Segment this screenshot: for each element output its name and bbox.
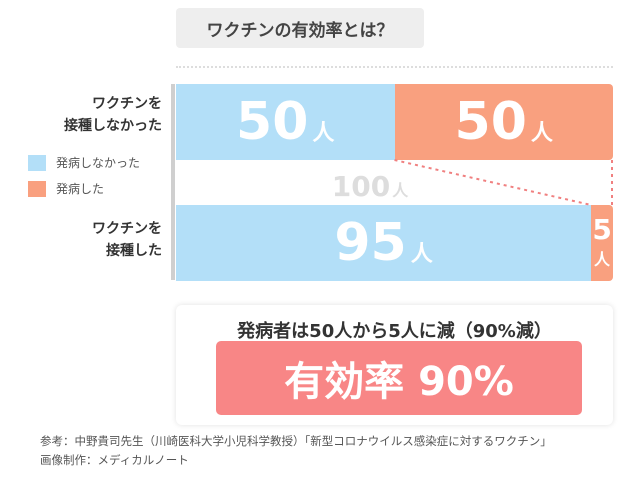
- bar-unit-label: 人: [530, 121, 553, 146]
- bar-value-unvaccinated-sick: 50: [454, 92, 527, 152]
- chart-title: ワクチンの有効率とは？: [176, 8, 424, 48]
- result-panel: 発病者は50人から5人に減（90%減） 有効率 90%: [176, 305, 613, 425]
- legend-swatch-not-sick: [28, 154, 46, 171]
- total-unit: 人: [392, 181, 409, 200]
- bar-unvaccinated-not-sick: 50 人: [176, 84, 395, 160]
- row-label-unvaccinated-line1: ワクチンを: [92, 96, 162, 112]
- total-value: 100: [331, 170, 391, 203]
- legend-label-not-sick: 発病しなかった: [56, 156, 141, 170]
- row-label-unvaccinated-line2: 接種しなかった: [64, 118, 162, 134]
- legend-swatch-sick: [28, 180, 46, 197]
- bar-value-vaccinated-sick: 5: [592, 213, 612, 246]
- footer-reference: 参考：中野貴司先生（川崎医科大学小児科学教授）「新型コロナウイルス感染症に対する…: [40, 434, 552, 448]
- bar-unvaccinated-sick: 50 人: [394, 84, 613, 160]
- top-dotted-guide: [176, 66, 613, 68]
- result-summary-text: 発病者は50人から5人に減（90%減）: [237, 321, 552, 342]
- bar-vaccinated-not-sick: 95 人: [176, 205, 592, 281]
- bar-unit-label: 人: [594, 250, 611, 269]
- bar-unit-label: 人: [312, 121, 335, 146]
- legend-item-not-sick: 発病しなかった: [28, 154, 140, 171]
- efficacy-box: 有効率 90%: [216, 341, 582, 415]
- legend-item-sick: 発病した: [28, 180, 104, 197]
- bar-unit-label: 人: [410, 242, 433, 267]
- bar-value-unvaccinated-not-sick: 50: [236, 92, 309, 152]
- y-axis-line: [171, 84, 175, 280]
- bar-value-vaccinated-not-sick: 95: [334, 213, 407, 273]
- footer-credit: 画像制作：メディカルノート: [40, 453, 189, 467]
- row-label-vaccinated-line1: ワクチンを: [92, 221, 162, 237]
- efficacy-value: 有効率 90%: [284, 359, 514, 405]
- legend-label-sick: 発病した: [56, 182, 105, 196]
- row-label-vaccinated-line2: 接種した: [106, 243, 162, 259]
- total-label: 100 人: [300, 170, 440, 203]
- footer: 参考：中野貴司先生（川崎医科大学小児科学教授）「新型コロナウイルス感染症に対する…: [40, 432, 552, 470]
- row-label-unvaccinated: ワクチンを 接種しなかった: [40, 93, 162, 137]
- row-label-vaccinated: ワクチンを 接種した: [40, 218, 162, 262]
